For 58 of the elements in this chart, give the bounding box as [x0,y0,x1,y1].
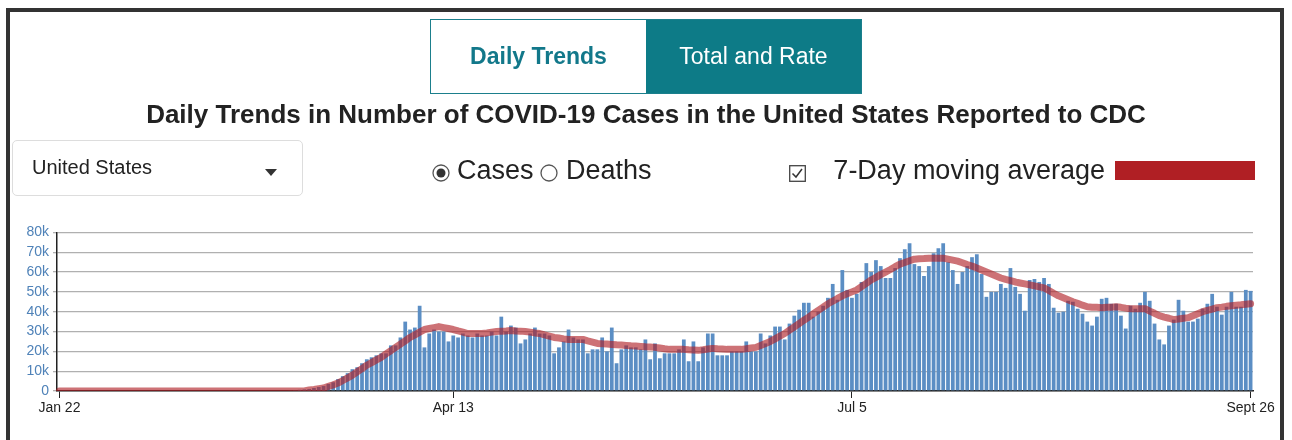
y-tick-label: 50k [26,282,50,299]
y-tick-label: 80k [26,223,50,240]
bar [427,333,432,391]
bar [364,359,369,391]
y-tick-label: 60k [26,262,50,279]
bar [917,266,922,391]
y-tick-label: 40k [26,302,50,319]
y-tick-label: 10k [26,362,50,379]
chart-title: Daily Trends in Number of COVID-19 Cases in the United States Reported to CDC [145,99,1147,130]
bar [1027,279,1032,391]
bar [941,243,946,391]
bar [379,353,384,391]
y-tick-label: 70k [26,243,50,260]
y-tick-label: 0 [41,381,50,398]
bar [681,339,686,391]
text: 7-Day moving average [833,155,1105,186]
bar [451,335,456,391]
y-tick-label: 20k [26,342,50,359]
bar [547,335,552,391]
bar [720,355,725,391]
bar [633,347,638,391]
bar [989,291,994,391]
bar [403,321,408,391]
bar [758,333,763,391]
bar [417,305,422,391]
bar [734,351,739,391]
bar [316,387,321,391]
bar [441,331,446,391]
text: Deaths [566,155,652,186]
text: Cases [457,155,534,186]
y-tick-label: 30k [26,322,50,339]
bar [830,283,835,391]
bar [672,353,677,391]
bar [710,333,715,391]
bar [1243,289,1248,391]
bar [355,367,360,391]
bar [806,302,811,391]
bar [624,345,629,391]
bar [840,270,845,391]
x-tick-label: Sept 26 [1226,399,1275,416]
bar [465,335,470,391]
x-tick-label: Jan 22 [38,399,81,416]
bar [331,382,336,391]
bar [1037,281,1042,391]
bar [744,341,749,391]
tab: Total and Rate [646,20,861,93]
x-tick-label: Apr 13 [432,399,475,416]
bar [864,263,869,391]
bar [475,333,480,391]
bar [1099,298,1104,391]
bar [489,331,494,391]
x-tick-label: Jul 5 [837,399,867,416]
dropdown: United States [12,140,303,196]
bar [609,327,614,391]
bar [499,316,504,391]
bar [513,327,518,391]
bar [340,376,345,391]
bar [974,254,979,391]
